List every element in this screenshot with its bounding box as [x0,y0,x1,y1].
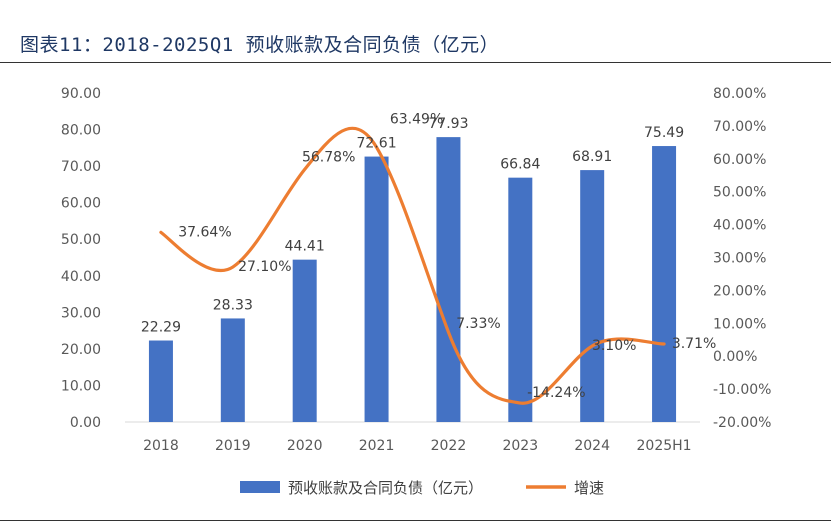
category-label: 2019 [215,438,251,454]
left-tick-label: 0.00 [70,415,101,431]
figure-title: 图表11：2018-2025Q1 预收账款及合同负债（亿元） [20,34,500,56]
legend-bar-swatch [240,481,280,493]
bar-data-label: 75.49 [644,125,684,141]
left-tick-label: 20.00 [61,342,101,358]
left-tick-label: 90.00 [61,86,101,102]
right-tick-label: 20.00% [713,283,766,299]
left-tick-label: 80.00 [61,123,101,139]
left-tick-label: 60.00 [61,196,101,212]
category-label: 2023 [502,438,538,454]
right-tick-label: 40.00% [713,218,766,234]
category-label: 2020 [287,438,323,454]
legend-line-label: 增速 [574,479,604,497]
bar [148,340,173,422]
right-tick-label: 80.00% [713,86,766,102]
bottom-rule [0,520,831,521]
line-data-label: 3.10% [592,338,636,354]
bar-data-label: 44.41 [285,239,325,255]
bar-data-label: 66.84 [500,157,540,173]
category-label: 2021 [359,438,395,454]
legend-bar-label: 预收账款及合同负债（亿元） [288,479,483,497]
right-tick-label: 70.00% [713,119,766,135]
category-label: 2018 [143,438,179,454]
category-label: 2022 [431,438,467,454]
left-tick-label: 70.00 [61,159,101,175]
bar-data-label: 22.29 [141,320,181,336]
left-tick-label: 10.00 [61,378,101,394]
bar-data-label: 28.33 [213,297,253,313]
title-bar: 图表11：2018-2025Q1 预收账款及合同负债（亿元） [0,0,831,58]
line-data-label: 56.78% [302,149,355,165]
bar [580,170,605,422]
bar-data-label: 72.61 [357,136,397,152]
left-axis-ticks: 90.00 80.00 70.00 60.00 50.00 40.00 30.00 20.00… [61,86,101,431]
line-data-label: 37.64% [178,224,231,240]
line-data-labels: 37.64% 27.10% 56.78% 63.49% 7.33% -14.24% 3.10… [178,111,716,401]
top-rule [0,62,831,63]
right-axis-ticks: 80.00% 70.00% 60.00% 50.00% 40.00% 30.00% 20.0… [713,86,771,431]
bar [508,177,533,422]
right-tick-label: 10.00% [713,316,766,332]
legend: 预收账款及合同负债（亿元） 增速 [240,479,604,497]
right-tick-label: 60.00% [713,152,766,168]
bar-data-labels: 22.29 28.33 44.41 72.61 77.93 66.84 68.91 75.49 [141,116,684,335]
line-data-label: 7.33% [456,316,500,332]
growth-line-series [159,126,666,405]
right-tick-label: 0.00% [713,349,757,365]
category-label: 2025H1 [637,438,692,454]
bar-data-label: 68.91 [572,149,612,165]
right-tick-label: -20.00% [713,415,771,431]
category-label: 2024 [574,438,610,454]
bar [652,146,677,422]
right-tick-label: 30.00% [713,251,766,267]
right-tick-label: -10.00% [713,382,771,398]
left-tick-label: 50.00 [61,232,101,248]
line-data-label: -14.24% [527,385,585,401]
line-data-label: 27.10% [238,259,291,275]
category-labels: 2018 2019 2020 2021 2022 2023 2024 2025H1 [143,438,691,454]
right-tick-label: 50.00% [713,185,766,201]
line-data-label: 63.49% [390,111,443,127]
bar [220,318,245,422]
bar [364,156,389,422]
left-tick-label: 30.00 [61,305,101,321]
bar [436,137,461,422]
bar-data-label: 77.93 [428,116,468,132]
left-tick-label: 40.00 [61,269,101,285]
bar [292,259,317,422]
growth-line [159,126,666,405]
bar-series [148,137,677,422]
line-data-label: 3.71% [672,336,716,352]
